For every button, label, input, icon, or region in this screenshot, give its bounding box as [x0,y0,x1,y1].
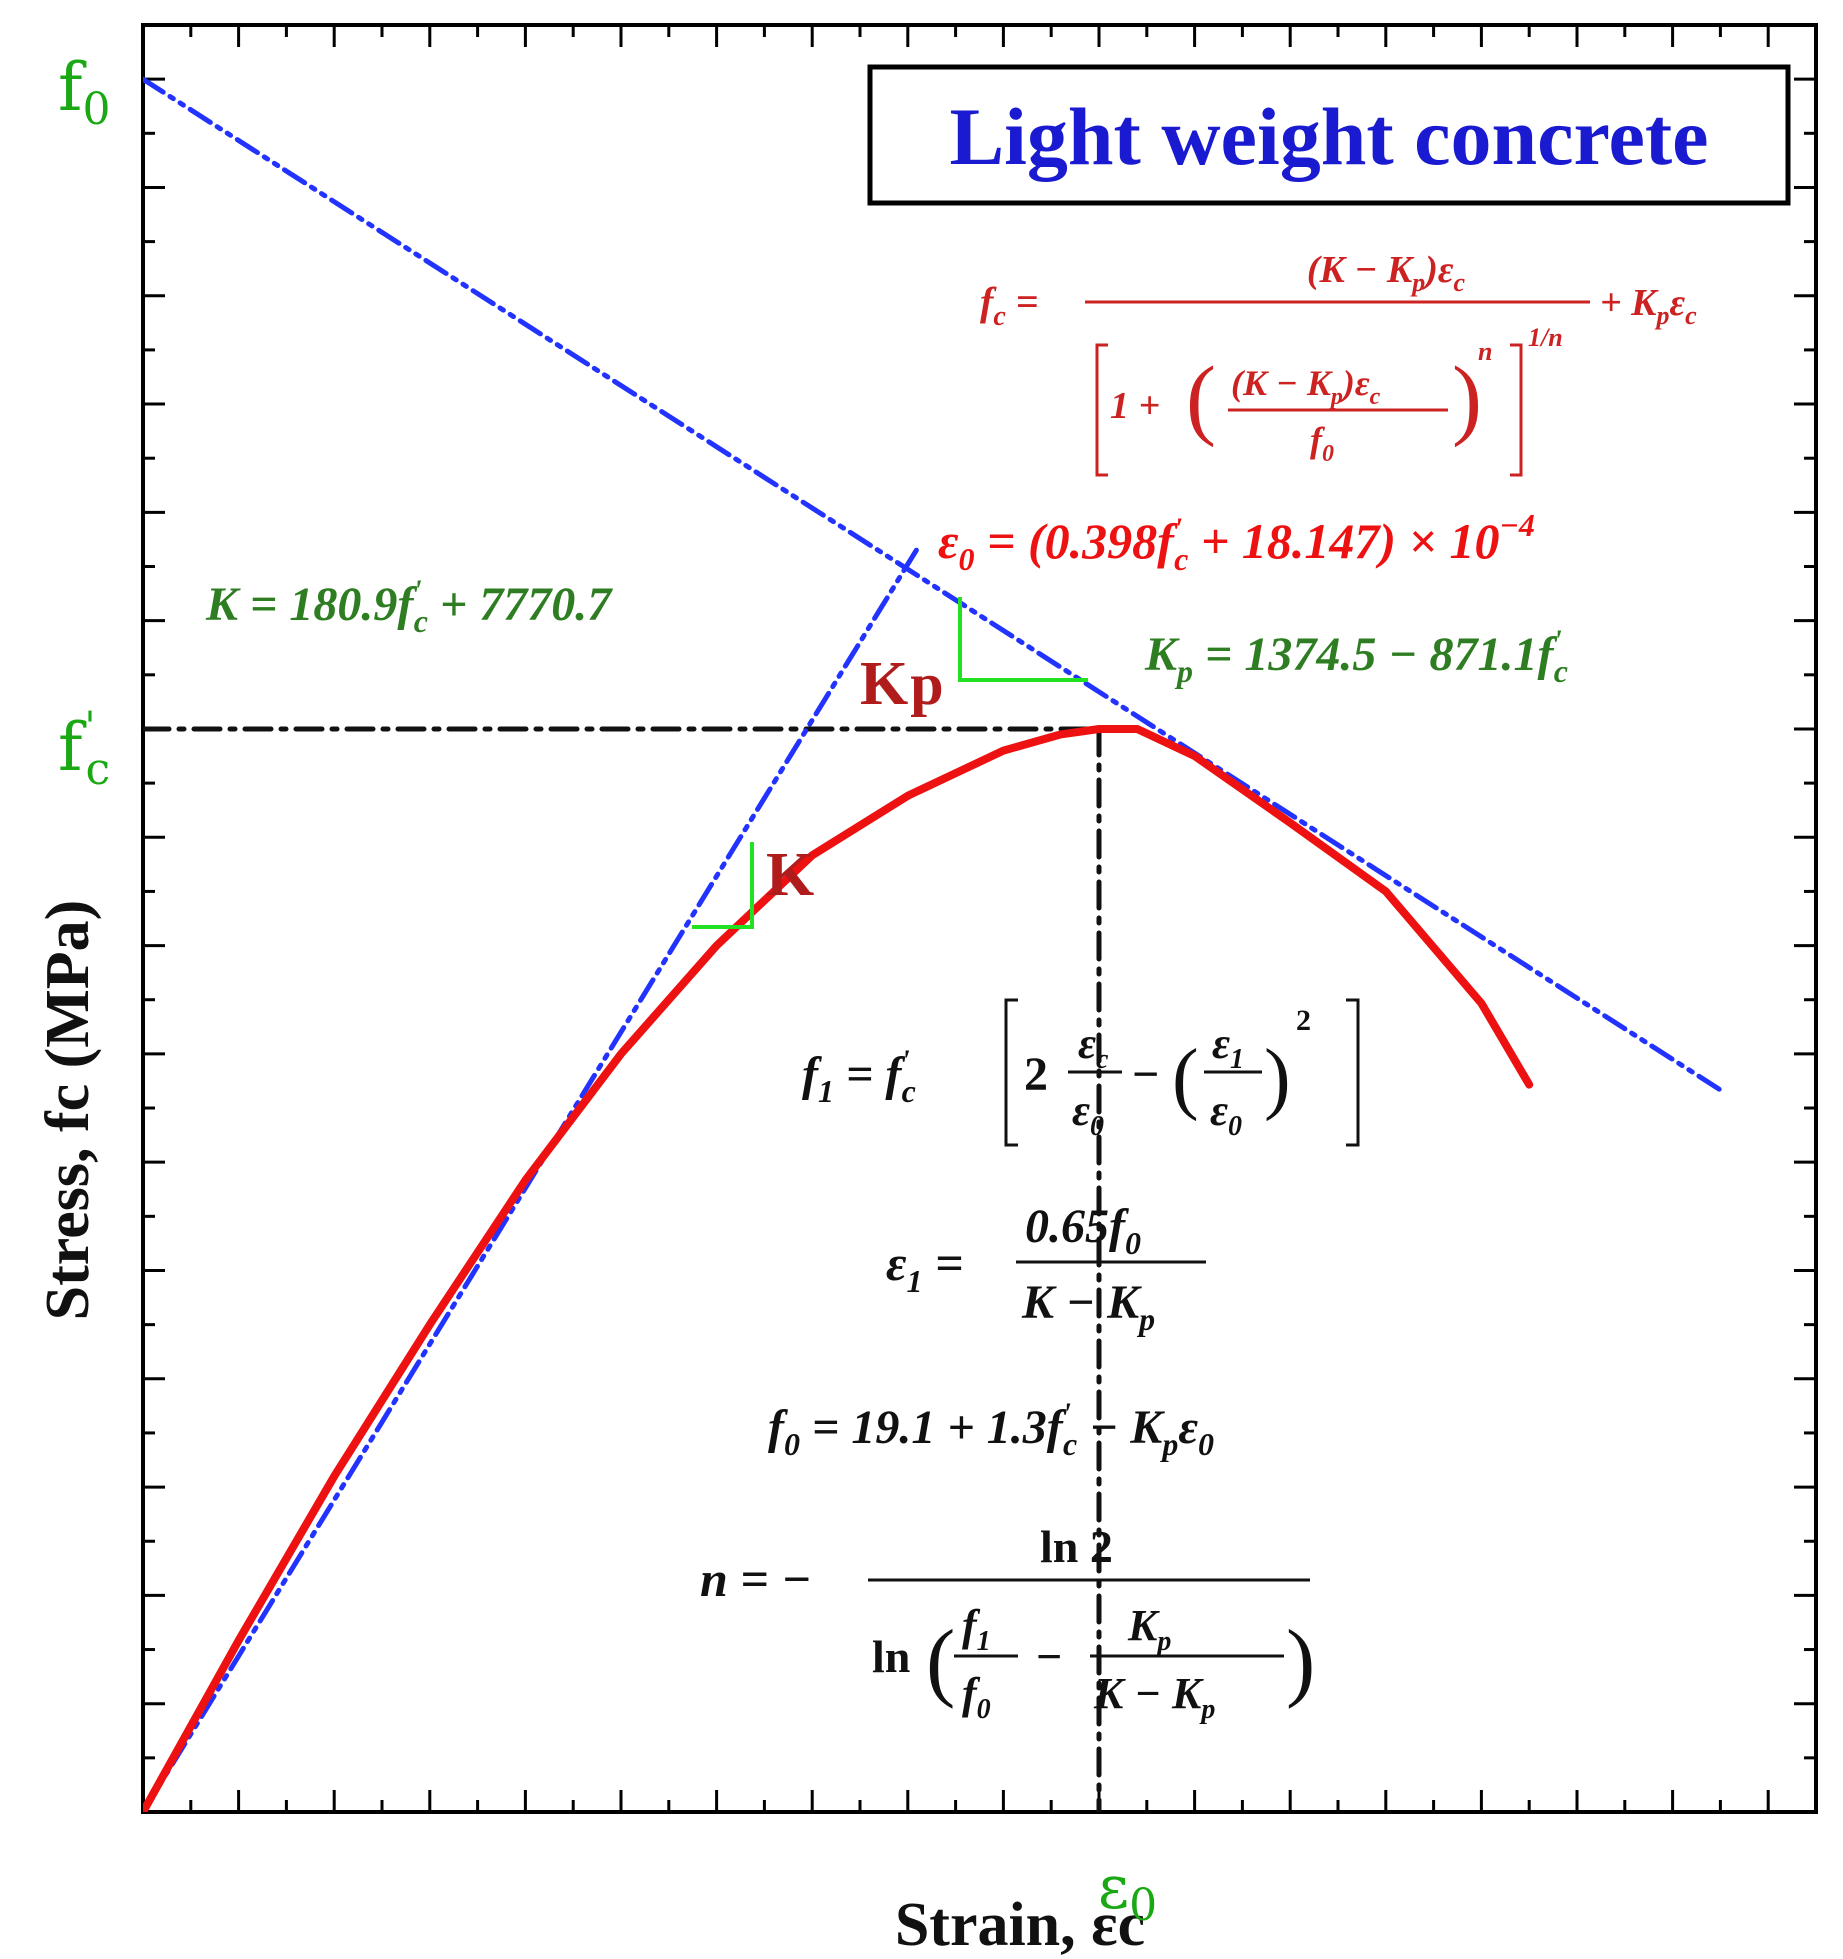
svg-text:2: 2 [1024,1048,1048,1101]
svg-text:K − Kp: K − Kp [1093,1669,1215,1725]
svg-text:f0: f0 [962,1669,991,1725]
equation-f0: f0 = 19.1 + 1.3f' c − Kpε0 [768,1397,1214,1462]
svg-text:fc =: fc = [980,279,1039,332]
svg-text:1 +: 1 + [1110,385,1160,427]
chart-title: Light weight concrete [949,91,1708,182]
y-mark-fc-prime: f' c [58,704,110,795]
svg-text:ε0: ε0 [1210,1086,1242,1142]
svg-text:−: − [1132,1048,1159,1101]
equation-fc-model: fc = (K − Kp)εc 1 + ( (K − Kp)εc f0 ) n … [980,249,1697,477]
svg-text:ln 2: ln 2 [1040,1521,1113,1572]
svg-text:−: − [1036,1631,1062,1682]
svg-text:1/n: 1/n [1528,323,1563,352]
equation-kp: Kp = 1374.5 − 871.1f' c [1144,624,1568,689]
svg-text:εc: εc [1078,1019,1109,1075]
svg-text:ε1: ε1 [1212,1019,1244,1075]
svg-text:f1: f1 [962,1601,991,1657]
equation-eps0: ε0 = (0.398f' c + 18.147) × 10−4 [938,507,1535,577]
slope-label-k: K [766,841,814,909]
svg-text:(K − Kp)εc: (K − Kp)εc [1307,249,1466,297]
title-box [867,64,1791,206]
svg-text:(K − Kp)εc: (K − Kp)εc [1231,363,1381,410]
svg-text:): ) [1264,1034,1291,1122]
svg-text:ln: ln [872,1631,910,1682]
equation-k: K = 180.9f' c + 7770.7 [205,574,613,639]
y-mark-f0: f0 [58,49,110,135]
equation-n: n = − ln 2 ln ( f1 f0 − Kp K − Kp ) [700,1521,1315,1725]
slope-triangle-k [692,842,754,929]
svg-text:(: ( [1172,1034,1199,1122]
svg-text:n: n [1478,337,1492,366]
svg-text:ε1 =: ε1 = [886,1235,964,1299]
equation-eps1: ε1 = 0.65f0 K − Kp [886,1200,1206,1337]
svg-text:f1 = f'c: f1 = f' c [802,1044,916,1109]
equation-f1: f1 = f' c 2 εc ε0 − ( ε1 ε0 ) 2 [802,998,1360,1147]
svg-text:f0: f0 [1310,420,1334,467]
svg-text:(: ( [926,1613,955,1710]
svg-text:Kp: Kp [1127,1601,1171,1657]
plot-frame [141,23,1818,1814]
slope-label-kp: Kp [860,650,944,718]
x-axis-label: Strain, εc [895,1891,1145,1959]
x-mark-eps0: ε0 [1098,1853,1157,1931]
svg-text:n = −: n = − [700,1551,812,1607]
svg-text:2: 2 [1296,1004,1311,1037]
svg-text:): ) [1452,349,1482,448]
svg-text:(: ( [1186,349,1216,448]
series-post-peak-asymptote [143,76,1723,1093]
svg-text:): ) [1286,1613,1315,1710]
svg-text:+ Kpεc: + Kpεc [1600,282,1697,330]
axis-ticks [143,25,1816,1812]
series-experimental-curve [143,725,1534,1812]
y-axis-label: Stress, fc (MPa) [34,900,102,1321]
svg-text:K − Kp: K − Kp [1021,1276,1155,1337]
slope-triangle-kp [958,597,1088,682]
series-layer [143,76,1723,1812]
svg-text:0.65f0: 0.65f0 [1025,1200,1141,1261]
